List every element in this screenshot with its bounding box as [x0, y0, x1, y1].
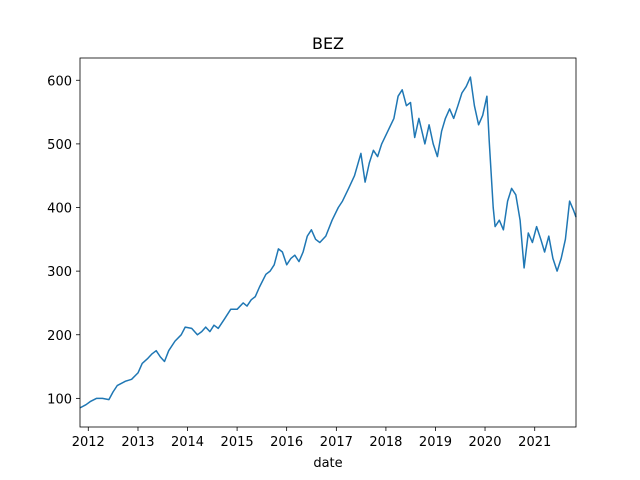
y-tick-label: 400: [47, 202, 72, 217]
plot-area: [79, 57, 577, 428]
y-tick-label: 100: [47, 392, 72, 407]
y-tick-label: 300: [47, 265, 72, 280]
plot-frame: [79, 57, 577, 428]
x-tick-label: 2014: [171, 435, 204, 450]
x-tick-label: 2019: [419, 435, 452, 450]
y-tick-label: 500: [47, 138, 72, 153]
x-tick-label: 2012: [72, 435, 105, 450]
x-axis-label: date: [313, 456, 342, 471]
x-tick-label: 2018: [369, 435, 402, 450]
series-line-0: [79, 76, 577, 409]
x-axis: 2012 2013 2014 2015 2016 2017 2018 2019 2020 2021: [72, 427, 551, 450]
x-tick-label: 2015: [221, 435, 254, 450]
x-tick-label: 2020: [468, 435, 501, 450]
y-tick-label: 600: [47, 74, 72, 89]
y-tick-label: 200: [47, 329, 72, 344]
x-tick-label: 2021: [518, 435, 551, 450]
y-axis: 100 200 300 400 500 600: [47, 74, 80, 407]
chart-title: BEZ: [312, 34, 344, 53]
x-tick-label: 2013: [121, 435, 154, 450]
x-tick-label: 2017: [320, 435, 353, 450]
x-tick-label: 2016: [270, 435, 303, 450]
